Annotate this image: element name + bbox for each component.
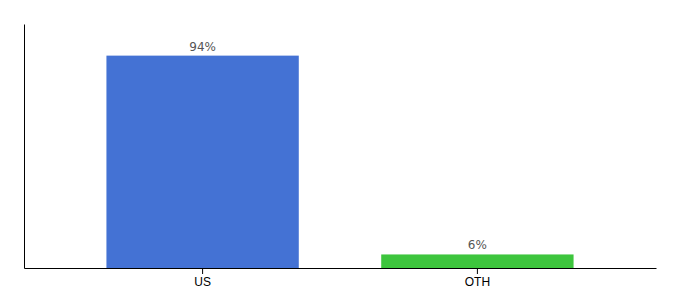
x-tick: US <box>194 268 211 289</box>
chart-container: US OTH 94% 6% <box>0 0 680 300</box>
data-labels: 94% 6% <box>189 40 487 253</box>
x-tick-label: OTH <box>465 275 490 289</box>
x-tick-mark <box>202 268 203 274</box>
bars <box>106 56 573 268</box>
x-tick-label: US <box>194 275 211 289</box>
y-axis-line <box>24 25 25 269</box>
data-label: 6% <box>468 238 487 252</box>
chart-svg: US OTH 94% 6% <box>0 0 680 300</box>
x-axis-line <box>25 268 657 269</box>
x-axis: US OTH <box>25 268 657 289</box>
bar <box>106 56 298 268</box>
x-tick: OTH <box>465 268 490 289</box>
plot: US OTH 94% 6% <box>25 25 657 289</box>
y-axis <box>24 25 25 269</box>
data-label: 94% <box>189 40 216 54</box>
x-tick-mark <box>477 268 478 274</box>
bar <box>381 254 573 268</box>
